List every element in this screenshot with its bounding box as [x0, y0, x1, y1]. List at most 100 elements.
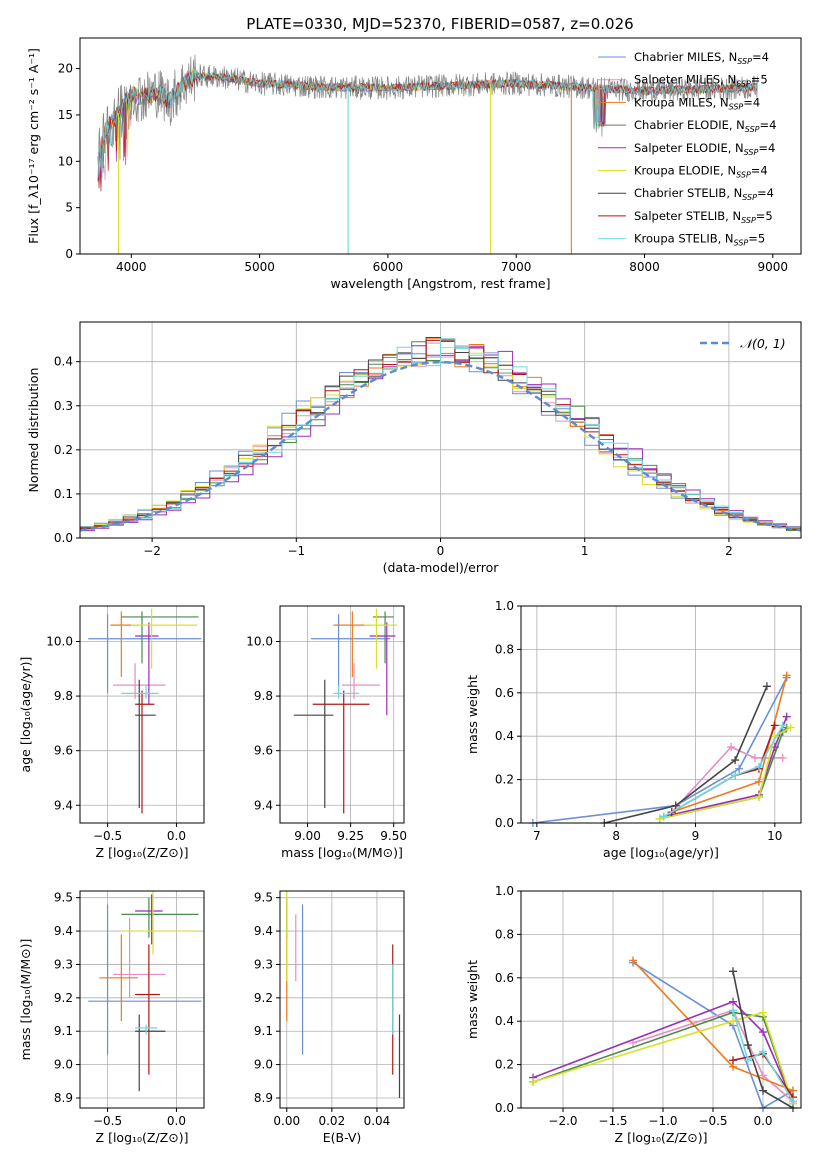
x-axis-label: Z [log₁₀(Z/Z⊙)] — [96, 845, 189, 860]
weight-lines — [529, 956, 797, 1112]
y-tick-label: 9.8 — [54, 689, 73, 703]
x-axis-label: Z [log₁₀(Z/Z⊙)] — [96, 1130, 189, 1145]
errorbars — [293, 608, 398, 814]
y-tick-label: 0.8 — [495, 927, 514, 941]
legend-label-rest: =4 — [760, 118, 777, 132]
legend-label-rest: =4 — [757, 186, 774, 200]
weight-marker-kroupa_stelib — [778, 721, 787, 730]
weight-marker-chabrier_stelib — [731, 756, 740, 765]
legend-label-rest: =4 — [751, 164, 768, 178]
weight-marker-salpeter_stelib — [729, 1056, 737, 1065]
y-tick-label: 0.6 — [495, 686, 514, 700]
x-axis-label: wavelength [Angstrom, rest frame] — [330, 276, 550, 291]
weight-marker-salpeter_miles — [727, 743, 736, 752]
axes-frame — [520, 890, 802, 1109]
legend-label-salpeter_elodie: Salpeter ELODIE, NSSP=4 — [634, 141, 775, 157]
weight-marker-chabrier_stelib — [729, 967, 737, 976]
x-tick-label: 9000 — [758, 260, 789, 274]
y-tick-label: 9.4 — [254, 798, 273, 812]
y-tick-label: 0.4 — [495, 1014, 514, 1028]
x-tick-label: 5000 — [244, 260, 275, 274]
x-tick-label: 6000 — [373, 260, 404, 274]
y-tick-label: 8.9 — [54, 1091, 73, 1105]
legend-label-rest: =5 — [756, 209, 773, 223]
x-axis-label: mass [log₁₀(M/M⊙)] — [281, 845, 403, 860]
weight-marker-salpeter_elodie — [729, 997, 737, 1006]
weight-marker-salpeter_miles — [750, 753, 759, 762]
weight-marker-kroupa_miles — [754, 777, 763, 786]
axes-frame — [79, 890, 205, 1109]
y-tick-label: 0.0 — [54, 531, 73, 545]
weight-marker-kroupa_miles — [782, 671, 791, 680]
axes-frame — [79, 321, 802, 539]
x-tick-label: −1.0 — [648, 1114, 677, 1128]
x-tick-label: 9.25 — [337, 829, 364, 843]
legend-subscript: SSP — [729, 102, 744, 111]
weight-line-kroupa_stelib — [732, 1010, 794, 1102]
axes-frame — [79, 605, 205, 824]
legend-subscript: SSP — [737, 57, 752, 66]
y-tick-label: 0.8 — [495, 642, 514, 656]
weight-marker-kroupa_stelib — [729, 1006, 737, 1015]
weight-lines — [528, 671, 795, 827]
spectrum-legend: Chabrier MILES, NSSP=4 Salpeter MILES, NS… — [598, 50, 776, 248]
y-tick-label: 0.0 — [495, 816, 514, 830]
y-axis-label: mass [log₁₀(M/M⊙)] — [18, 939, 33, 1061]
legend-label-rest: =5 — [748, 232, 765, 246]
y-tick-label: 9.1 — [254, 1024, 273, 1038]
legend-label-chabrier_miles: Chabrier MILES, NSSP=4 — [634, 50, 769, 66]
weight-line-kroupa_stelib — [663, 724, 784, 818]
y-tick-label: 15 — [58, 108, 73, 122]
weight-marker-kroupa_stelib — [659, 812, 668, 821]
legend-label-chabrier_stelib: Chabrier STELIB, NSSP=4 — [634, 186, 774, 202]
legend-subscript: SSP — [734, 239, 749, 248]
x-axis-label: E(B-V) — [323, 1130, 362, 1145]
gaussian-curve — [79, 360, 802, 532]
legend-subscript: SSP — [742, 193, 757, 202]
y-tick-label: 9.3 — [254, 957, 273, 971]
x-tick-label: 2 — [725, 544, 733, 558]
x-tick-label: 8000 — [629, 260, 660, 274]
weight-line-chabrier_stelib — [732, 971, 794, 1109]
weight-marker-chabrier_stelib — [744, 1041, 752, 1050]
figure-title: PLATE=0330, MJD=52370, FIBERID=0587, z=0… — [246, 15, 633, 33]
weight-marker-kroupa_elodie — [529, 1077, 537, 1086]
y-tick-label: 0 — [65, 247, 73, 261]
axes-frame — [79, 37, 802, 255]
errorbars — [88, 891, 202, 1092]
y-tick-label: 0.2 — [54, 443, 73, 457]
y-tick-label: 10.0 — [246, 634, 273, 648]
y-tick-label: 8.9 — [254, 1091, 273, 1105]
y-tick-label: 0.3 — [54, 399, 73, 413]
y-tick-label: 5 — [65, 201, 73, 215]
weight-line-salpeter_elodie — [663, 716, 788, 818]
y-axis-label: mass weight — [465, 675, 480, 754]
axes-weight_vs_age: 7 8 9 10 0.0 0.2 0.4 0.6 0.8 1.0 age [log₁₀(age/yr… — [465, 599, 802, 860]
y-tick-label: 9.2 — [254, 991, 273, 1005]
x-tick-label: −0.5 — [698, 1114, 727, 1128]
y-tick-label: 9.6 — [254, 744, 273, 758]
y-tick-label: 9.1 — [54, 1024, 73, 1038]
axes-residuals: −2 −1 0 1 2 0.0 0.1 0.2 0.3 0.4 (data-model)/error… — [26, 321, 802, 575]
y-tick-label: 0.1 — [54, 487, 73, 501]
weight-marker-salpeter_miles — [778, 753, 787, 762]
x-tick-label: −0.5 — [93, 1114, 122, 1128]
legend-subscript: SSP — [744, 148, 759, 157]
y-tick-label: 0.2 — [495, 773, 514, 787]
histogram-kroupa_stelib — [80, 338, 801, 530]
y-tick-label: 0.4 — [495, 729, 514, 743]
y-axis-label: Flux [f_λ10⁻¹⁷ erg cm⁻² s⁻¹ A⁻¹] — [26, 48, 41, 244]
spectrum-lines — [97, 54, 758, 254]
y-tick-label: 1.0 — [495, 884, 514, 898]
y-tick-label: 9.0 — [54, 1058, 73, 1072]
weight-marker-chabrier_stelib — [671, 801, 680, 810]
axes-spectrum: 4000 5000 6000 7000 8000 9000 0 5 10 15 20 waveleng… — [26, 37, 802, 291]
legend-subscript: SSP — [736, 80, 751, 89]
legend-label-kroupa_elodie: Kroupa ELODIE, NSSP=4 — [634, 164, 768, 180]
y-tick-label: 9.4 — [54, 924, 73, 938]
y-tick-label: 9.4 — [254, 924, 273, 938]
axes-age_vs_Z: −0.5 0.0 9.4 9.6 9.8 10.0 Z [log₁₀(Z/Z⊙)] age [… — [18, 605, 205, 860]
axes-frame — [279, 605, 405, 824]
errorbars — [286, 891, 401, 1098]
axes-frame — [279, 890, 405, 1109]
